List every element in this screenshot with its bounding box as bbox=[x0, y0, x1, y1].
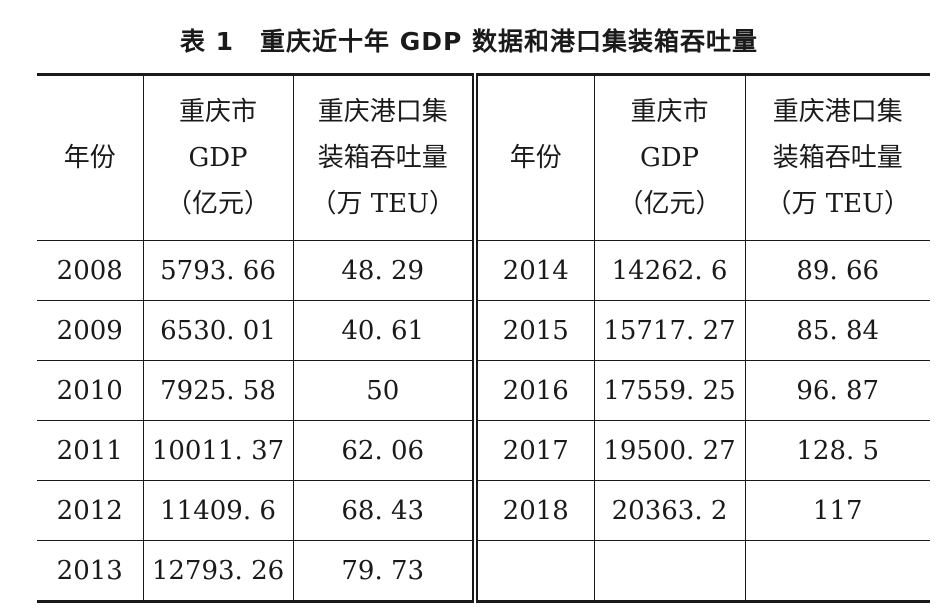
header-row: 年份 重庆市 GDP （亿元） 重庆港口集 装箱吞吐量 （万 TEU） 年份 重庆市 GD… bbox=[37, 74, 930, 241]
teu-cell: 96. 87 bbox=[744, 360, 930, 421]
year-cell: 2009 bbox=[37, 300, 143, 361]
gdp-cell: 12793. 26 bbox=[142, 540, 293, 602]
year-header-right: 年份 bbox=[472, 74, 594, 241]
year-cell: 2008 bbox=[37, 240, 143, 301]
year-cell: 2011 bbox=[37, 420, 143, 481]
table-number: 表 1 bbox=[179, 27, 235, 56]
year-cell: 2013 bbox=[56, 555, 123, 586]
teu-cell: 40. 61 bbox=[292, 300, 475, 361]
gdp-teu-table: 年份 重庆市 GDP （亿元） 重庆港口集 装箱吞吐量 （万 TEU） 年份 重庆市 GD… bbox=[37, 73, 930, 603]
teu-cell: 48. 29 bbox=[292, 240, 475, 301]
teu-cell: 68. 43 bbox=[292, 480, 475, 541]
teu-cell: 128. 5 bbox=[744, 420, 930, 481]
year-header: 年份 bbox=[37, 74, 143, 241]
year-cell: 2018 bbox=[472, 480, 594, 541]
gdp-cell: 11409. 6 bbox=[142, 480, 293, 541]
teu-cell: 89. 66 bbox=[744, 240, 930, 301]
table-row: 2012 11409. 6 68. 43 2018 20363. 2 117 bbox=[37, 480, 930, 541]
table-caption: 表 1 重庆近十年 GDP 数据和港口集装箱吞吐量 bbox=[0, 22, 938, 58]
teu-header: 重庆港口集 装箱吞吐量 （万 TEU） bbox=[292, 74, 475, 241]
gdp-header-right: 重庆市 GDP （亿元） bbox=[593, 74, 745, 241]
table-title: 重庆近十年 GDP 数据和港口集装箱吞吐量 bbox=[260, 27, 759, 56]
table-row: 2008 5793. 66 48. 29 2014 14262. 6 89. 6… bbox=[37, 240, 930, 301]
year-cell: 2014 bbox=[472, 240, 594, 301]
year-cell: 2012 bbox=[37, 480, 143, 541]
gdp-cell: 10011. 37 bbox=[142, 420, 293, 481]
gdp-cell: 6530. 01 bbox=[142, 300, 293, 361]
year-cell: 2010 bbox=[37, 360, 143, 421]
teu-cell: 117 bbox=[744, 480, 930, 541]
year-cell: 2017 bbox=[472, 420, 594, 481]
teu-cell bbox=[744, 540, 930, 602]
teu-header-right: 重庆港口集 装箱吞吐量 （万 TEU） bbox=[744, 74, 930, 241]
year-cell: 2016 bbox=[472, 360, 594, 421]
table-row: 2010 7925. 58 50 2016 17559. 25 96. 87 bbox=[37, 360, 930, 421]
teu-cell: 62. 06 bbox=[292, 420, 475, 481]
gdp-cell: 20363. 2 bbox=[593, 480, 745, 541]
gdp-cell: 19500. 27 bbox=[593, 420, 745, 481]
table-row: 2011 10011. 37 62. 06 2017 19500. 27 128… bbox=[37, 420, 930, 481]
year-cell: 2015 bbox=[472, 300, 594, 361]
gdp-header: 重庆市 GDP （亿元） bbox=[142, 74, 293, 241]
teu-cell: 79. 73 bbox=[292, 540, 475, 602]
teu-cell: 85. 84 bbox=[744, 300, 930, 361]
gdp-cell: 17559. 25 bbox=[593, 360, 745, 421]
gdp-cell: 15717. 27 bbox=[593, 300, 745, 361]
gdp-cell bbox=[593, 540, 745, 602]
gdp-cell: 14262. 6 bbox=[593, 240, 745, 301]
teu-cell: 50 bbox=[292, 360, 475, 421]
table-row: 2009 6530. 01 40. 61 2015 15717. 27 85. … bbox=[37, 300, 930, 361]
year-cell bbox=[472, 540, 594, 602]
gdp-cell: 5793. 66 bbox=[142, 240, 293, 301]
gdp-cell: 7925. 58 bbox=[142, 360, 293, 421]
table-row: 2013 12793. 26 79. 73 bbox=[37, 540, 930, 602]
